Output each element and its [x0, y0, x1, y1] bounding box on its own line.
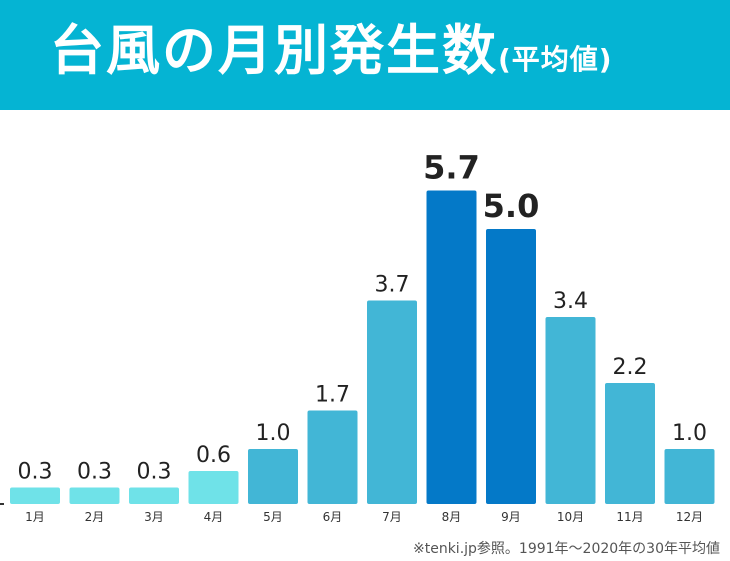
value-label-12: 1.0: [672, 421, 707, 446]
chart-title: 台風の月別発生数(平均値): [50, 14, 613, 97]
x-tick-label-1: 1月: [25, 510, 45, 524]
value-label-1: 0.3: [18, 460, 53, 485]
bar-6: [307, 410, 358, 504]
bar-10: [545, 317, 596, 504]
x-tick-label-6: 6月: [323, 510, 343, 524]
value-label-7: 3.7: [375, 273, 410, 298]
x-tick-label-3: 3月: [144, 510, 164, 524]
value-label-10: 3.4: [553, 289, 588, 314]
chart-subtitle: (平均値): [498, 43, 613, 76]
bar-4: [188, 471, 239, 504]
value-label-5: 1.0: [256, 421, 291, 446]
bar-3: [129, 487, 179, 504]
x-tick-label-7: 7月: [382, 510, 402, 524]
value-label-9: 5.0: [483, 187, 540, 225]
bar-8: [426, 190, 477, 504]
value-label-11: 2.2: [613, 355, 648, 380]
bar-5: [248, 449, 298, 504]
x-tick-label-10: 10月: [557, 510, 584, 524]
x-tick-label-11: 11月: [616, 510, 643, 524]
bar-chart-svg: 0.3 1月 0.3 2月 0.3 3月 0.6 4月 1.0 5月 1.7 6月 3.7 7月 5.7 8月…: [0, 149, 715, 524]
bar-9: [486, 229, 536, 504]
x-tick-label-9: 9月: [501, 510, 521, 524]
title-banner: 台風の月別発生数(平均値): [0, 0, 730, 110]
x-tick-label-4: 4月: [204, 510, 224, 524]
bar-chart: 0.3 1月 0.3 2月 0.3 3月 0.6 4月 1.0 5月 1.7 6月 3.7 7月 5.7 8月…: [0, 110, 730, 530]
value-label-2: 0.3: [77, 460, 112, 485]
value-label-3: 0.3: [137, 460, 172, 485]
x-tick-label-5: 5月: [263, 510, 283, 524]
bar-12: [664, 449, 715, 504]
bar-1: [10, 487, 60, 504]
bar-11: [605, 383, 655, 504]
value-label-4: 0.6: [196, 443, 231, 468]
x-tick-label-2: 2月: [85, 510, 105, 524]
x-tick-label-12: 12月: [676, 510, 703, 524]
bar-7: [367, 300, 417, 504]
value-label-8: 5.7: [423, 149, 480, 187]
chart-title-text: 台風の月別発生数: [50, 19, 498, 82]
source-note: ※tenki.jp参照。1991年〜2020年の30年平均値: [412, 541, 720, 557]
x-tick-label-8: 8月: [442, 510, 462, 524]
bar-2: [69, 487, 120, 504]
value-label-6: 1.7: [315, 383, 350, 408]
